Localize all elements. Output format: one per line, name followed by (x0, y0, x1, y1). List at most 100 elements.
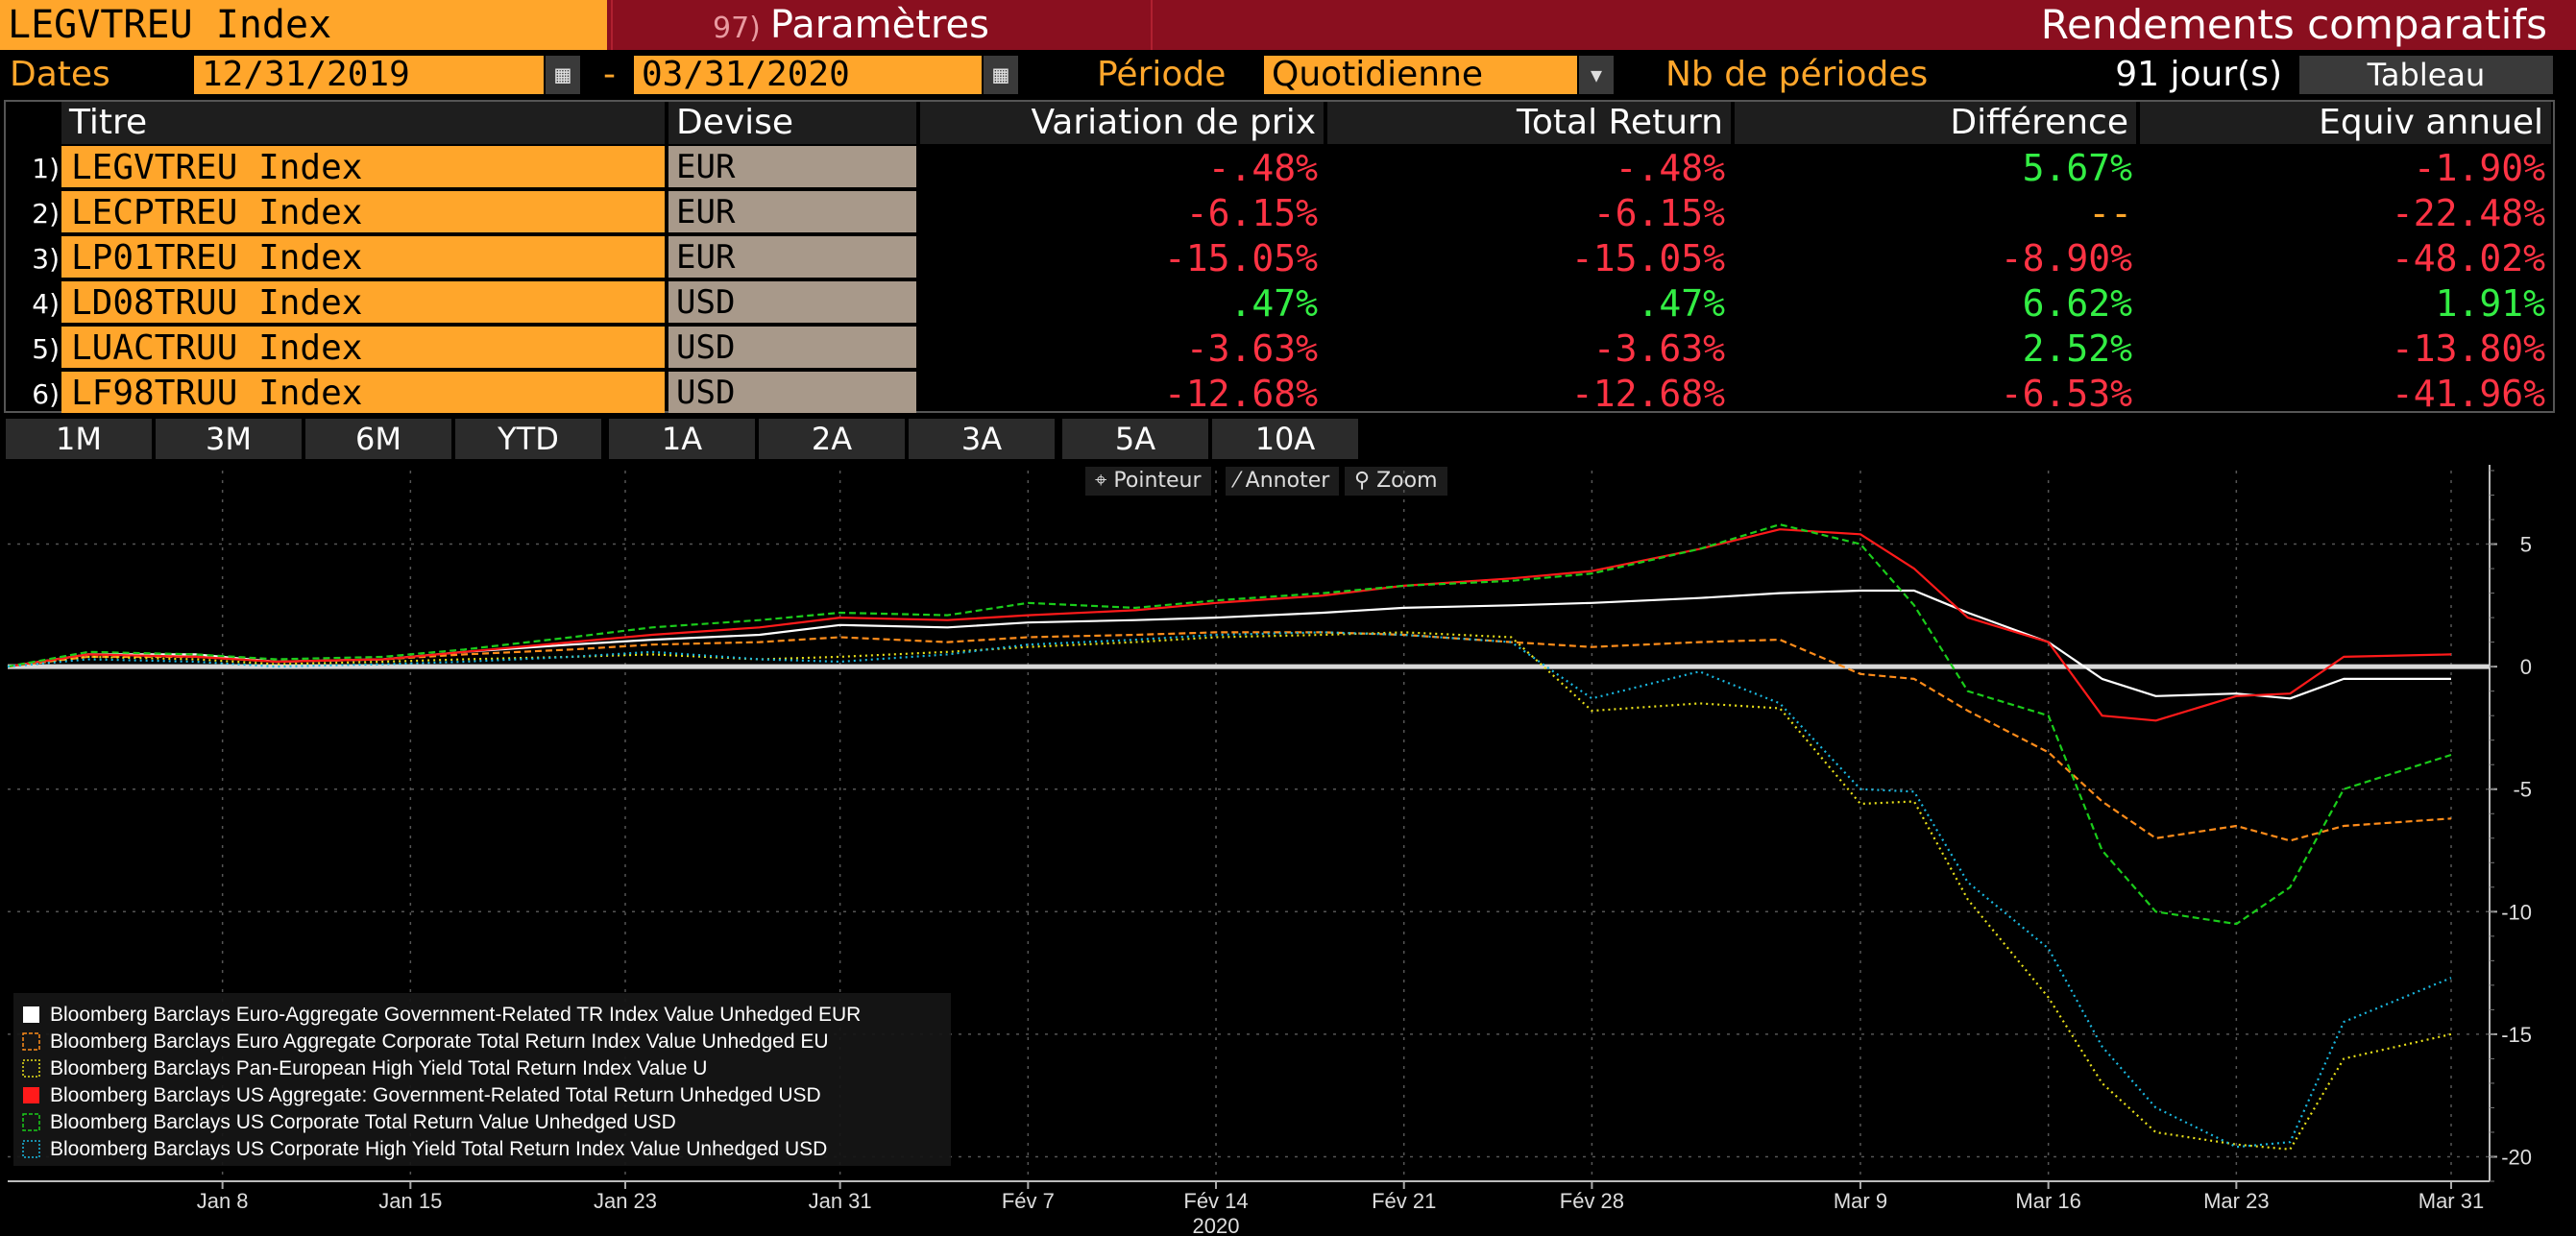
parameters-button[interactable]: 97) Paramètres (611, 0, 1153, 50)
range-button[interactable]: 2A (759, 419, 905, 459)
series-line (7, 522, 2452, 926)
range-button[interactable]: 3M (156, 419, 302, 459)
range-button[interactable]: 3A (909, 419, 1055, 459)
price-change-cell: .47% (1229, 282, 1318, 325)
parameters-label: Paramètres (769, 3, 989, 47)
range-button[interactable]: 1A (609, 419, 755, 459)
annotate-tool[interactable]: ⁄ Annoter (1226, 467, 1340, 496)
magnifier-icon: ⚲ (1354, 469, 1377, 493)
header-currency[interactable]: Devise (668, 102, 916, 144)
total-return-cell: -12.68% (1570, 373, 1725, 415)
legend-label: Bloomberg Barclays Euro Aggregate Corpor… (50, 1030, 829, 1053)
ticker-field[interactable]: LEGVTREU Index (0, 0, 607, 50)
difference-cell: 2.52% (2022, 327, 2132, 370)
pointer-tool[interactable]: ⌖ Pointeur (1085, 467, 1211, 496)
pointer-label: Pointeur (1113, 469, 1202, 493)
security-title[interactable]: LUACTRUU Index (61, 327, 665, 370)
difference-cell: -6.53% (2000, 373, 2132, 415)
range-button[interactable]: YTD (455, 419, 601, 459)
annual-equiv-cell: -22.48% (2391, 192, 2545, 234)
pen-icon: ⁄ (1235, 469, 1246, 493)
header-total-return[interactable]: Total Return (1327, 102, 1731, 144)
security-title[interactable]: LF98TRUU Index (61, 372, 665, 415)
currency-cell: USD (668, 372, 916, 415)
range-button[interactable]: 1M (6, 419, 152, 459)
header-annual-equiv[interactable]: Equiv annuel (2140, 102, 2551, 144)
security-title[interactable]: LEGVTREU Index (61, 146, 665, 189)
range-button[interactable]: 10A (1212, 419, 1358, 459)
row-number: 6) (32, 378, 60, 410)
y-tick-label: -15 (2501, 1023, 2532, 1047)
end-calendar-icon[interactable]: ▦ (984, 56, 1018, 94)
currency-cell: USD (668, 281, 916, 325)
page-title: Rendements comparatifs (2040, 1, 2547, 48)
crosshair-icon: ⌖ (1095, 469, 1114, 493)
total-return-cell: -15.05% (1570, 237, 1725, 279)
range-button[interactable]: 5A (1062, 419, 1208, 459)
security-title[interactable]: LECPTREU Index (61, 191, 665, 234)
x-tick-label: Mar 16 (2015, 1189, 2080, 1213)
x-tick-label: Jan 15 (378, 1189, 442, 1213)
nperiods-label: Nb de périodes (1665, 55, 1929, 94)
series-line (7, 589, 2451, 700)
annual-equiv-cell: -41.96% (2391, 373, 2545, 415)
difference-cell: 6.62% (2022, 282, 2132, 325)
header-title[interactable]: Titre (61, 102, 665, 144)
start-calendar-icon[interactable]: ▦ (546, 56, 580, 94)
series-line (7, 631, 2452, 842)
start-date-field[interactable]: 12/31/2019 (194, 56, 544, 94)
currency-cell: EUR (668, 236, 916, 279)
range-button[interactable]: 6M (305, 419, 451, 459)
x-tick-label: Mar 9 (1834, 1189, 1887, 1213)
total-return-cell: -6.15% (1592, 192, 1725, 234)
total-return-cell: .47% (1637, 282, 1725, 325)
annual-equiv-cell: -1.90% (2413, 147, 2545, 189)
zoom-tool[interactable]: ⚲ Zoom (1345, 467, 1447, 496)
y-tick-label: 5 (2520, 533, 2532, 557)
header-price-change[interactable]: Variation de prix (920, 102, 1324, 144)
end-date-field[interactable]: 03/31/2020 (634, 56, 982, 94)
legend-swatch (22, 1059, 40, 1078)
y-tick-label: -20 (2501, 1145, 2532, 1169)
total-return-cell: -3.63% (1592, 327, 1725, 370)
x-tick-label: Fév 28 (1560, 1189, 1624, 1213)
tableau-button[interactable]: Tableau (2299, 56, 2553, 94)
difference-cell: -8.90% (2000, 237, 2132, 279)
legend-label: Bloomberg Barclays Pan-European High Yie… (50, 1057, 707, 1079)
legend-label: Bloomberg Barclays US Corporate High Yie… (50, 1138, 827, 1160)
x-tick-label: Fév 7 (1002, 1189, 1055, 1213)
price-change-cell: -3.63% (1185, 327, 1318, 370)
row-number: 2) (32, 198, 60, 230)
x-tick-label: Fév 21 (1372, 1189, 1436, 1213)
dates-label: Dates (10, 55, 110, 94)
header-difference[interactable]: Différence (1735, 102, 2136, 144)
legend-swatch (22, 1032, 40, 1051)
currency-cell: EUR (668, 191, 916, 234)
difference-cell: 5.67% (2022, 147, 2132, 189)
series-line (7, 631, 2452, 1151)
row-number: 3) (32, 243, 60, 275)
x-tick-label: Jan 31 (809, 1189, 872, 1213)
returns-chart[interactable]: Jan 8 Jan 15 Jan 23 Jan 31 Fév 7 Fév 14 Fév 21… (0, 451, 2576, 1236)
currency-cell: EUR (668, 146, 916, 189)
price-change-cell: -6.15% (1185, 192, 1318, 234)
nperiods-value: 91 jour(s) (2115, 55, 2282, 94)
row-number: 5) (32, 333, 60, 365)
x-tick-label: Jan 23 (594, 1189, 657, 1213)
returns-table (4, 100, 2555, 413)
x-tick-label: Fév 14 (1183, 1189, 1248, 1213)
legend-swatch (22, 1113, 40, 1131)
security-title[interactable]: LP01TREU Index (61, 236, 665, 279)
price-change-cell: -15.05% (1163, 237, 1318, 279)
parameters-number: 97) (713, 12, 761, 45)
y-tick-label: -10 (2501, 900, 2532, 924)
x-tick-label: Mar 31 (2418, 1189, 2484, 1213)
date-separator: - (603, 55, 616, 94)
security-title[interactable]: LD08TRUU Index (61, 281, 665, 325)
total-return-cell: -.48% (1615, 147, 1725, 189)
period-label: Période (1097, 55, 1227, 94)
chevron-down-icon[interactable]: ▼ (1579, 56, 1614, 94)
x-year-label: 2020 (1193, 1214, 1240, 1236)
period-select[interactable]: Quotidienne (1264, 56, 1577, 94)
y-tick-label: -5 (2513, 778, 2532, 802)
